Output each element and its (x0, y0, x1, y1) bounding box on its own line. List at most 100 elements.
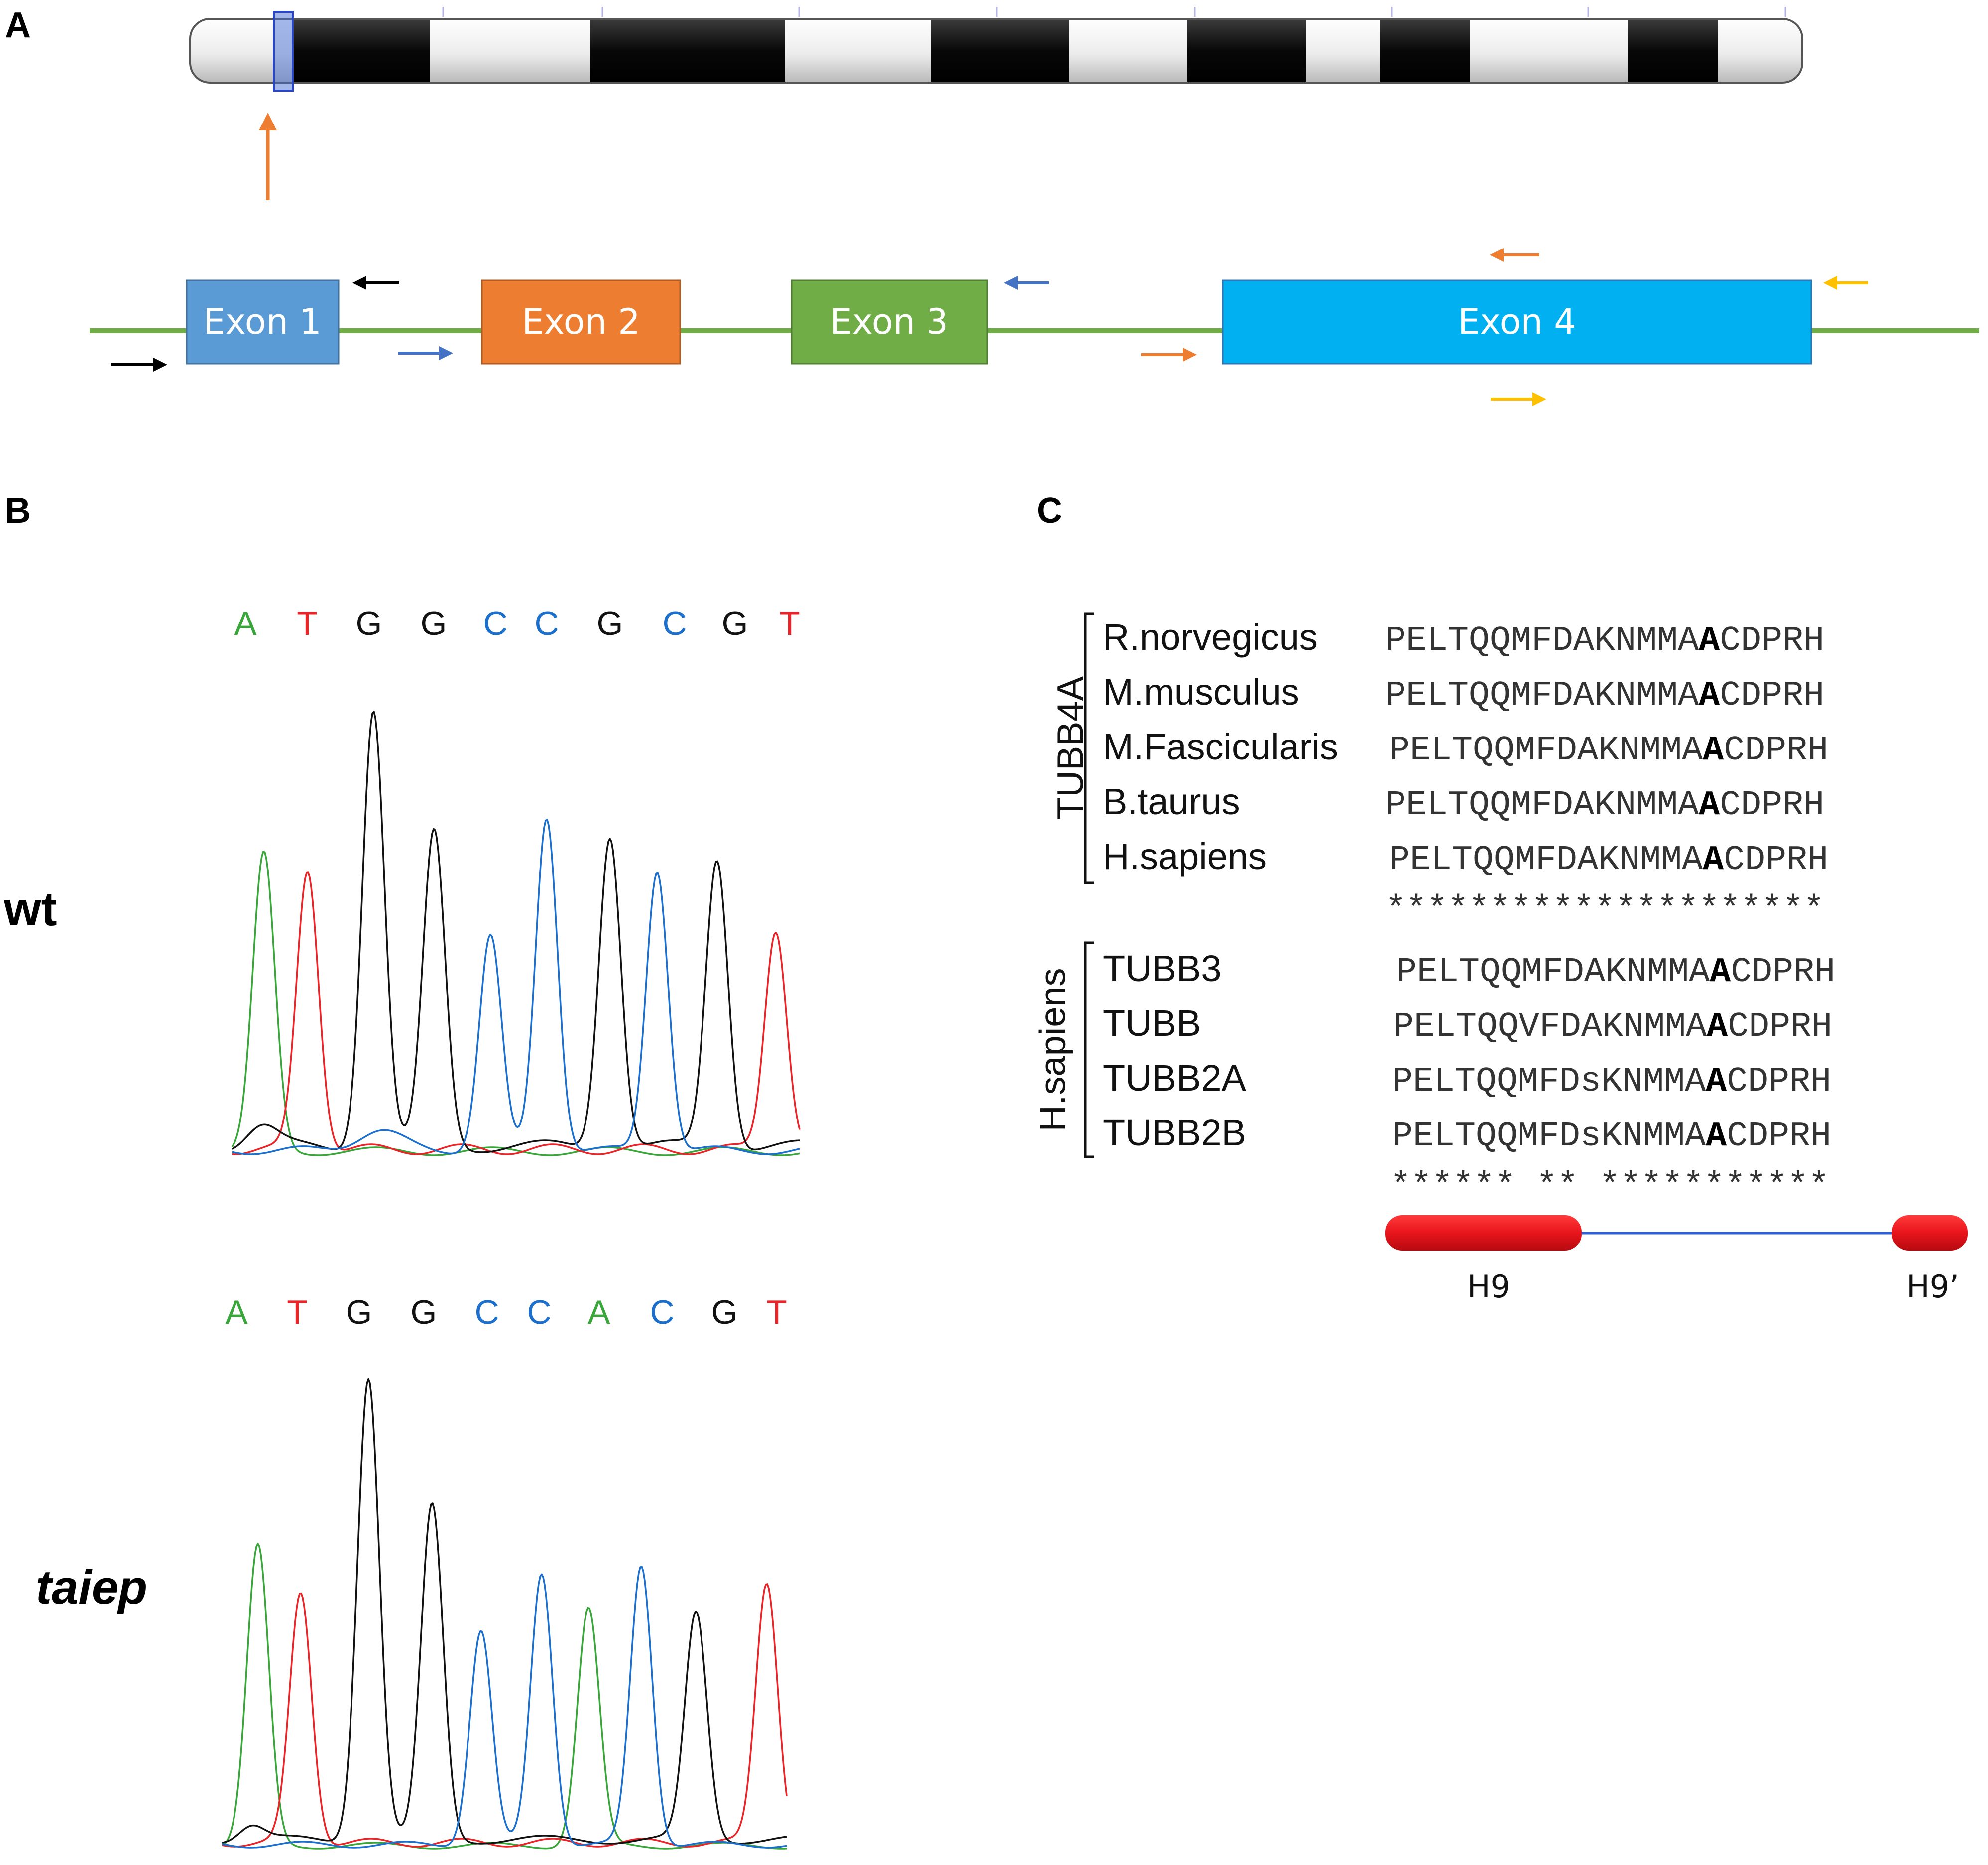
wt-base-call: G (597, 605, 623, 642)
sample-label-wt: wt (3, 882, 57, 936)
alignment-row: TUBB2B PELTQQMFDsKNMMAACDPRH (1103, 1112, 1831, 1156)
locus-arrow (259, 113, 277, 200)
conservation-line: ********************* (1385, 890, 1824, 930)
gene-model: Exon 1 Exon 2 Exon 3 Exon 4 (90, 248, 1979, 406)
wt-trace-a (231, 850, 800, 1156)
wt-trace-g (232, 711, 800, 1153)
secondary-structure: H9 H9’ (1385, 1215, 1968, 1305)
species-name: M.Fascicularis (1103, 726, 1338, 767)
wt-base-call: G (722, 605, 748, 642)
alignment-row: M.Fascicularis PELTQQMFDAKNMMAACDPRH (1103, 726, 1828, 770)
group-label-hsapiens: H.sapiens (1032, 968, 1073, 1131)
exon-1: Exon 1 (186, 279, 340, 365)
primer-arrow-blue-forward (398, 346, 453, 360)
primer-arrow-orange-forward (1141, 348, 1197, 362)
wt-base-call: G (421, 605, 447, 642)
taiep-base-call: A (587, 1293, 610, 1331)
exon-2: Exon 2 (481, 279, 681, 365)
alignment-row: TUBB PELTQQVFDAKNMMAACDPRH (1103, 1002, 1832, 1047)
wt-base-call: C (534, 605, 559, 642)
alignment-row: H.sapiens PELTQQMFDAKNMMAACDPRH (1103, 836, 1828, 880)
exon-3: Exon 3 (791, 279, 988, 365)
sequence-alignment: TUBB4A R.norvegicus PELTQQMFDAKNMMAACDPR… (1032, 612, 1968, 1305)
primer-arrow-black-reverse (352, 276, 399, 290)
taiep-base-call: G (711, 1293, 738, 1331)
primer-arrow-yellow-forward (1491, 392, 1546, 406)
wt-trace-c (232, 819, 800, 1155)
species-name: R.norvegicus (1103, 617, 1318, 658)
taiep-base-call: G (411, 1293, 437, 1331)
trace-taiep (222, 1378, 788, 1850)
primer-arrow-orange-reverse (1490, 248, 1539, 262)
sequence: PELTQQMFDsKNMMAACDPRH (1392, 1117, 1831, 1156)
primer-arrow-yellow-reverse (1823, 276, 1868, 290)
panel-label-a: A (5, 5, 31, 45)
sequence: PELTQQMFDsKNMMAACDPRH (1392, 1062, 1831, 1102)
isotype-name: TUBB3 (1103, 948, 1222, 989)
chromosome-band (1628, 20, 1718, 82)
chromosome-band (1187, 20, 1306, 82)
group-label-tubb4a: TUBB4A (1050, 676, 1091, 820)
sequence: PELTQQMFDAKNMMAACDPRH (1385, 786, 1824, 825)
chromosome-band (931, 20, 1069, 82)
taiep-base-call: C (650, 1293, 674, 1331)
panel-label-c: C (1037, 491, 1062, 531)
taiep-base-call: G (346, 1293, 372, 1331)
species-name: H.sapiens (1103, 836, 1267, 877)
taiep-trace-c (222, 1566, 787, 1849)
alignment-row: B.taurus PELTQQMFDAKNMMAACDPRH (1103, 781, 1824, 825)
wt-base-call: G (356, 605, 382, 642)
taiep-trace-g (222, 1378, 787, 1845)
isotype-name: TUBB2A (1103, 1057, 1247, 1099)
alignment-row: TUBB2A PELTQQMFDsKNMMAACDPRH (1103, 1057, 1831, 1102)
wt-base-call: T (297, 605, 318, 642)
panel-label-b: B (5, 491, 31, 531)
wt-base-call: C (483, 605, 507, 642)
locus-marker (273, 11, 294, 92)
isotype-name: TUBB (1103, 1002, 1201, 1044)
helix-label-h9: H9 (1467, 1268, 1510, 1305)
trace-wt (231, 711, 801, 1156)
exon-3-label: Exon 3 (830, 301, 948, 342)
wt-base-call: A (234, 605, 257, 642)
wt-base-call: C (662, 605, 687, 642)
taiep-trace-a (222, 1543, 787, 1850)
sequence: PELTQQMFDAKNMMAACDPRH (1389, 731, 1828, 770)
exon-2-label: Exon 2 (522, 301, 640, 342)
helix-h9 (1385, 1215, 1582, 1251)
alignment-row: TUBB3 PELTQQMFDAKNMMAACDPRH (1103, 948, 1835, 992)
taiep-base-call: T (287, 1293, 308, 1331)
chromosome-band (590, 20, 785, 82)
wt-trace-t (232, 871, 801, 1155)
sequence: PELTQQMFDAKNMMAACDPRH (1389, 841, 1828, 880)
taiep-base-call: T (766, 1293, 787, 1331)
alignment-row: R.norvegicus PELTQQMFDAKNMMAACDPRH (1103, 617, 1824, 661)
sequence: PELTQQVFDAKNMMAACDPRH (1393, 1007, 1832, 1047)
sample-label-taiep: taiep (36, 1561, 147, 1614)
helix-h9-prime (1892, 1215, 1968, 1251)
alignment-row: M.musculus PELTQQMFDAKNMMAACDPRH (1103, 671, 1824, 716)
species-name: M.musculus (1103, 671, 1299, 713)
group-bracket (1084, 612, 1094, 884)
taiep-base-call: C (527, 1293, 551, 1331)
sequence: PELTQQMFDAKNMMAACDPRH (1396, 953, 1835, 992)
conservation-line: ****** ** *********** (1390, 1167, 1829, 1206)
taiep-base-call: A (225, 1293, 248, 1331)
alignment-group-hsapiens: H.sapiens TUBB3 PELTQQMFDAKNMMAACDPRH TU… (1032, 941, 1835, 1206)
group-bracket (1084, 941, 1094, 1158)
taiep-trace-t (222, 1583, 788, 1848)
exon-4-label: Exon 4 (1458, 301, 1576, 342)
sequence: PELTQQMFDAKNMMAACDPRH (1385, 676, 1824, 716)
chromosome-band (294, 20, 430, 82)
chromosome-ideogram (189, 7, 1803, 92)
species-name: B.taurus (1103, 781, 1240, 822)
isotype-name: TUBB2B (1103, 1112, 1246, 1153)
alignment-group-tubb4a: TUBB4A R.norvegicus PELTQQMFDAKNMMAACDPR… (1050, 612, 1828, 930)
primer-arrow-black-forward (111, 358, 167, 372)
chromosome-band (1380, 20, 1470, 82)
